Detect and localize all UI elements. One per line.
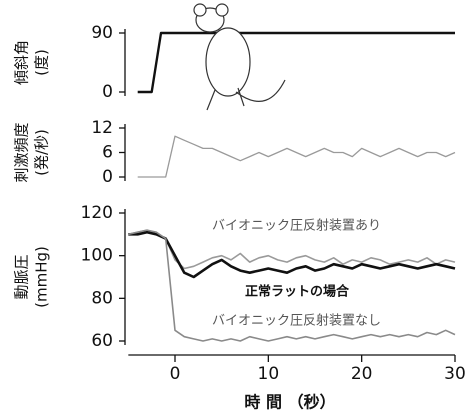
series-label: 正常ラットの場合: [245, 284, 350, 300]
y-axis-label: (発/秒): [33, 129, 51, 176]
x-tick-label: 30: [444, 364, 466, 384]
x-tick-label: 0: [170, 364, 181, 384]
y-tick-label: 120: [81, 203, 113, 223]
y-tick-label: 80: [91, 288, 113, 308]
y-tick-label: 100: [81, 246, 113, 266]
y-tick-label: 60: [91, 331, 113, 351]
y-tick-label: 90: [91, 23, 113, 43]
y-tick-label: 0: [102, 82, 113, 102]
y-tick-label: 6: [102, 143, 113, 163]
y-axis-label: 刺激頻度: [13, 122, 31, 182]
y-tick-label: 12: [91, 118, 113, 138]
series-label: バイオニック圧反射装置なし: [212, 313, 381, 329]
y-axis-label: 傾斜角: [13, 40, 31, 85]
x-axis-label: 時 間 （秒）: [244, 393, 335, 412]
line: [137, 135, 456, 178]
line-series: [128, 230, 456, 279]
rat-illustration: [193, 3, 286, 111]
line-series: [128, 229, 456, 342]
x-tick-label: 10: [258, 364, 280, 384]
line-series: [128, 229, 456, 270]
x-tick-label: 20: [351, 364, 373, 384]
y-axis-label: (度): [33, 49, 51, 76]
line: [137, 31, 455, 94]
y-tick-label: 0: [102, 167, 113, 187]
series-label: バイオニック圧反射装置あり: [212, 218, 381, 234]
y-axis-label: 動脈圧: [13, 254, 31, 299]
y-axis-label: (mmHg): [33, 246, 51, 308]
